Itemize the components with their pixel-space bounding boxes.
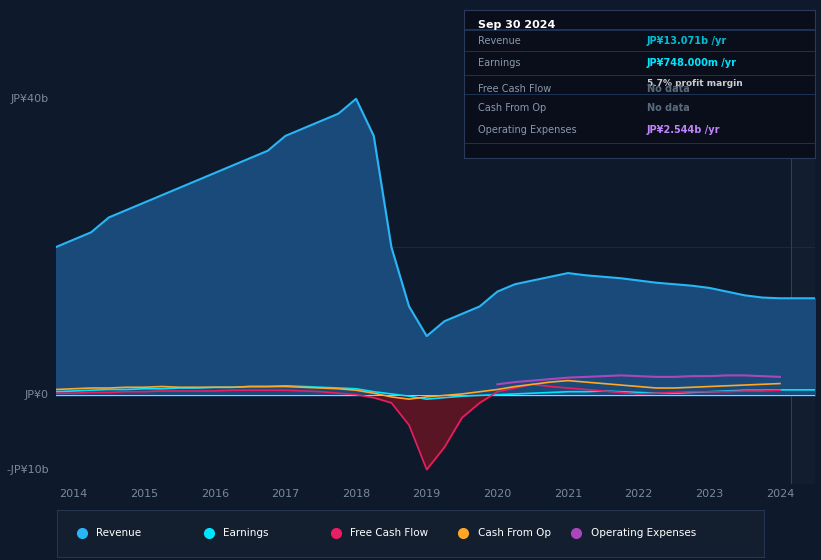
Text: JP¥2.544b /yr: JP¥2.544b /yr [647,125,720,136]
Text: -JP¥10b: -JP¥10b [7,465,49,474]
Text: Operating Expenses: Operating Expenses [590,529,695,538]
Text: Revenue: Revenue [96,529,141,538]
Text: JP¥748.000m /yr: JP¥748.000m /yr [647,58,736,68]
Text: 5.7% profit margin: 5.7% profit margin [647,80,742,88]
Text: JP¥40b: JP¥40b [11,94,49,104]
Text: Sep 30 2024: Sep 30 2024 [478,20,555,30]
Text: No data: No data [647,84,690,94]
Text: Earnings: Earnings [223,529,269,538]
Text: JP¥0: JP¥0 [25,390,49,400]
Text: Earnings: Earnings [478,58,521,68]
Text: Cash From Op: Cash From Op [478,529,551,538]
Text: JP¥13.071b /yr: JP¥13.071b /yr [647,36,727,46]
Text: No data: No data [647,103,690,113]
Bar [791,84,815,484]
Text: Operating Expenses: Operating Expenses [478,125,576,136]
Text: Cash From Op: Cash From Op [478,103,546,113]
Text: Free Cash Flow: Free Cash Flow [478,84,551,94]
Text: Revenue: Revenue [478,36,521,46]
Text: Free Cash Flow: Free Cash Flow [351,529,429,538]
